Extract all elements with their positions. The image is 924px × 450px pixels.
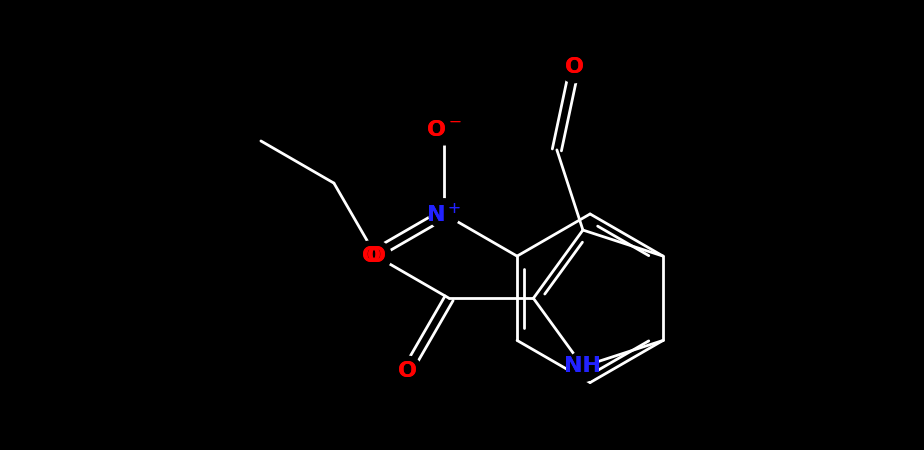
Text: N$^+$: N$^+$	[427, 202, 462, 225]
Text: O: O	[367, 246, 385, 266]
Text: NH: NH	[565, 356, 602, 377]
Text: N$^+$: N$^+$	[427, 202, 462, 225]
Circle shape	[429, 114, 459, 145]
Circle shape	[429, 199, 459, 229]
Text: O: O	[565, 58, 584, 77]
Text: NH: NH	[565, 356, 602, 377]
Circle shape	[361, 241, 391, 271]
Text: O: O	[361, 246, 381, 266]
Text: O$^-$: O$^-$	[426, 120, 462, 140]
Circle shape	[356, 241, 386, 271]
Text: O: O	[397, 361, 417, 381]
Text: O: O	[397, 361, 417, 381]
Text: O: O	[565, 58, 584, 77]
Circle shape	[392, 356, 422, 387]
Text: O$^-$: O$^-$	[426, 120, 462, 140]
Text: O: O	[361, 246, 381, 266]
Text: O: O	[367, 246, 385, 266]
Circle shape	[559, 52, 590, 83]
Circle shape	[567, 351, 598, 382]
